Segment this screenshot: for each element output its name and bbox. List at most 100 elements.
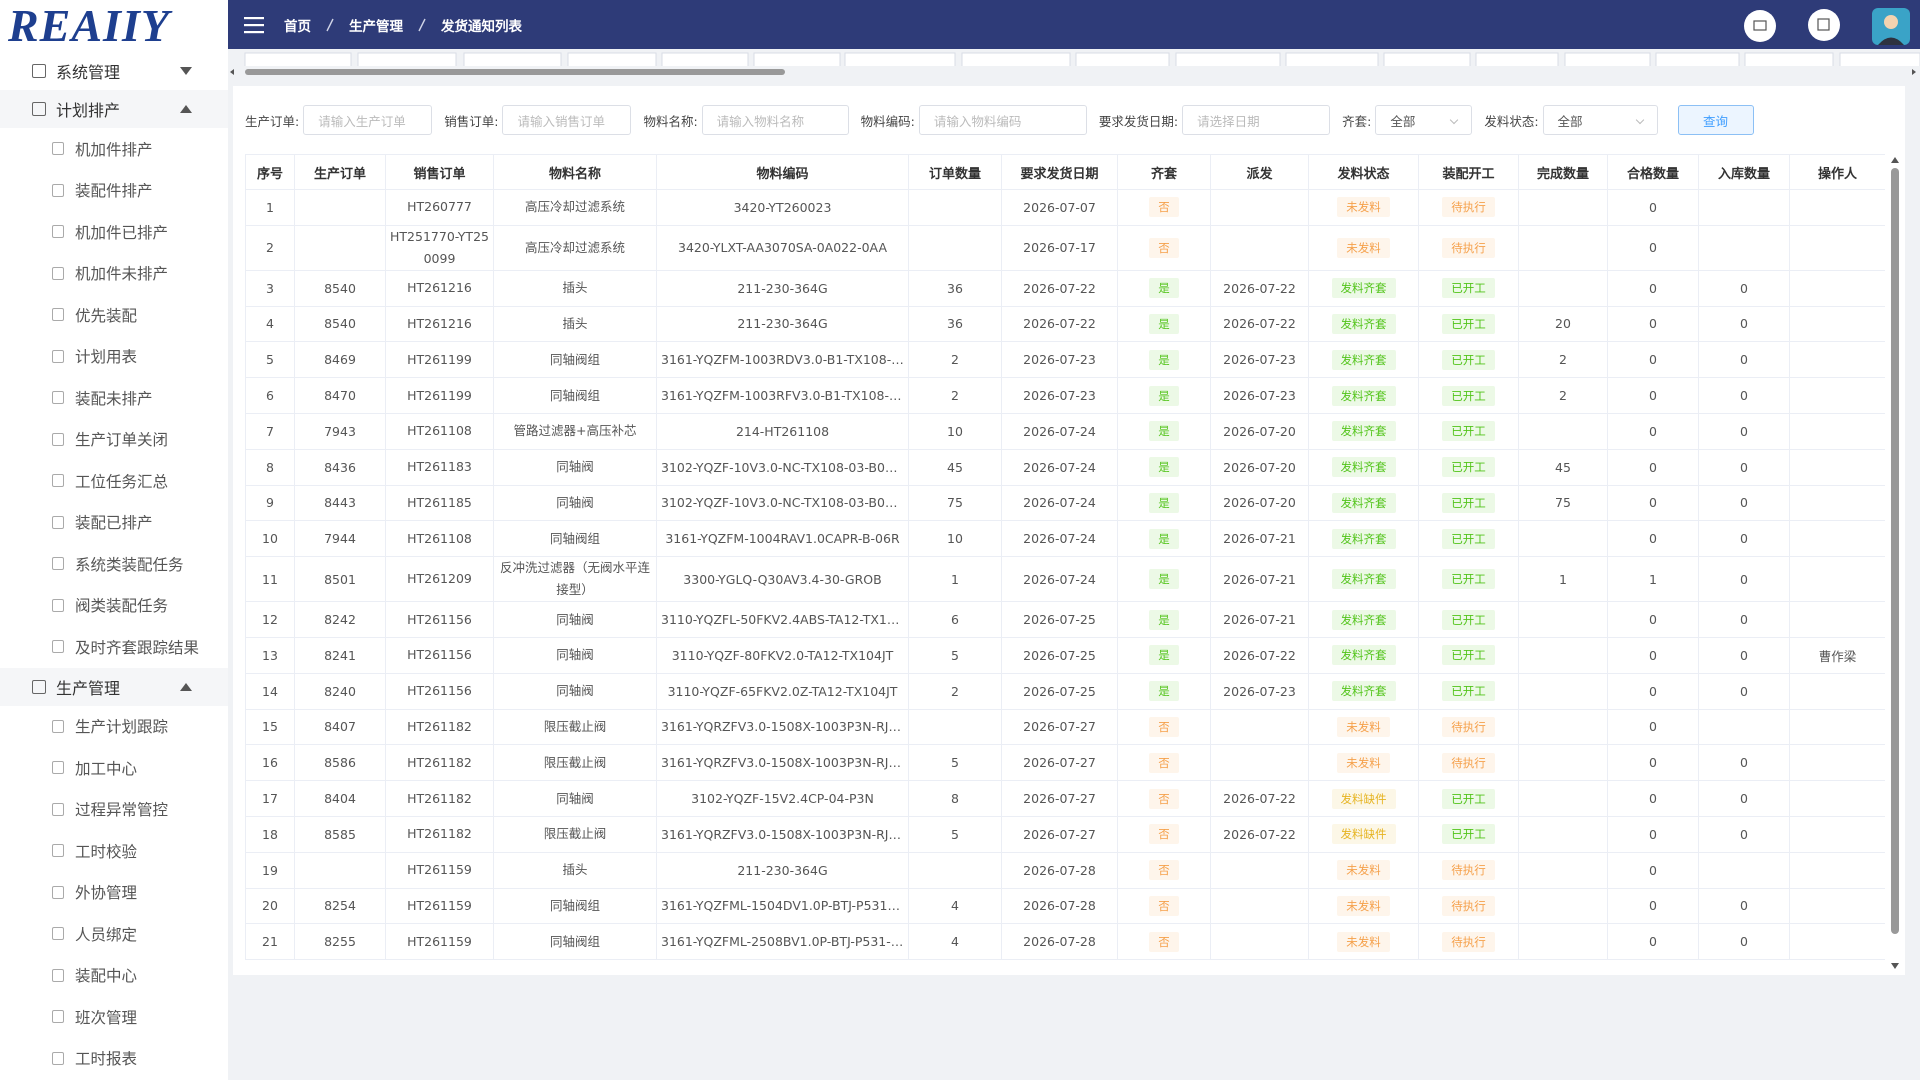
menu-item[interactable]: 系统类装配任务 (0, 543, 228, 585)
menu-item[interactable]: 优先装配 (0, 294, 228, 336)
table-cell: 7943 (294, 412, 386, 450)
status-tag: 未发料 (1337, 895, 1390, 916)
table-row[interactable]: 4 8540 HT261216 插头 211-230-364G 36 2026-07-22 是… (245, 305, 1885, 343)
menu-item[interactable]: 计划用表 (0, 336, 228, 378)
menu-item-label: 计划用表 (75, 348, 138, 367)
table-cell: HT261182 (385, 708, 494, 746)
breadcrumb-item[interactable]: 首页 (284, 18, 311, 35)
menu-item[interactable]: 阀类装配任务 (0, 585, 228, 627)
table-row[interactable]: 18 8585 HT261182 限压截止阀 3161-YQRZFV3.0-1508X-… (245, 815, 1885, 853)
status-cell: 发料缺件 (1308, 815, 1419, 853)
menu-item[interactable]: 机加件未排产 (0, 253, 228, 295)
message-button[interactable] (1744, 10, 1776, 42)
filter-input[interactable]: 请输入物料编码 (918, 105, 1087, 135)
status-cell: 是 (1117, 601, 1211, 638)
menu-item[interactable]: 加工中心 (0, 747, 228, 789)
menu-item[interactable]: 机加件排产 (0, 128, 228, 170)
menu-item[interactable]: 及时齐套跟踪结果 (0, 626, 228, 668)
menu-item[interactable]: 装配中心 (0, 955, 228, 997)
table-cell: HT261216 (385, 269, 494, 307)
status-tag: 发料齐套 (1331, 313, 1396, 334)
search-button-label: 查询 (1703, 113, 1729, 129)
table-row[interactable]: 6 8470 HT261199 同轴阀组 3161-YQZFM-1003RFV3.0-B… (245, 377, 1885, 414)
table-row[interactable]: 21 8255 HT261159 同轴阀组 3161-YQZFML-2508BV1.0P… (245, 923, 1885, 961)
table-row[interactable]: 1 HT260777 高压冷却过滤系统 3420-YT260023 2026-07-07… (245, 189, 1885, 226)
breadcrumb-separator (326, 18, 334, 31)
filter-input[interactable]: 请输入生产订单 (303, 105, 433, 135)
table-cell: 0 (1607, 780, 1699, 817)
table-row[interactable]: 14 8240 HT261156 同轴阀 3110-YQZF-65FKV2.0Z-TA1… (245, 672, 1885, 710)
menu-item[interactable]: 工时校验 (0, 830, 228, 872)
filter-input[interactable]: 请选择日期 (1182, 105, 1331, 135)
menu-item[interactable]: 过程异常管控 (0, 789, 228, 831)
table-row[interactable]: 3 8540 HT261216 插头 211-230-364G 36 2026-07-22 是… (245, 269, 1885, 307)
menu-item[interactable]: 工位任务汇总 (0, 460, 228, 502)
menu-item[interactable]: 装配件排产 (0, 170, 228, 212)
tab-scroll-thumb[interactable] (245, 69, 785, 75)
breadcrumb-item[interactable]: 生产管理 (349, 18, 403, 35)
table-cell: 0 (1698, 412, 1790, 450)
status-cell: 待执行 (1418, 744, 1519, 782)
table-row[interactable]: 7 7943 HT261108 管路过滤器+高压补芯 214-HT261108 10 202… (245, 412, 1885, 450)
menu-group[interactable]: 生产管理 (0, 667, 228, 706)
table-row[interactable]: 12 8242 HT261156 同轴阀 3110-YQZFL-50FKV2.4ABS-… (245, 601, 1885, 638)
table-cell: 0 (1607, 305, 1699, 343)
menu-group[interactable]: 系统管理 (0, 52, 228, 90)
table-cell: 36 (908, 269, 1002, 307)
menu-item[interactable]: 生产计划跟踪 (0, 706, 228, 748)
status-cell: 发料齐套 (1308, 305, 1419, 343)
table-cell: HT261182 (385, 780, 494, 817)
edit-button[interactable] (1808, 9, 1840, 41)
table-row[interactable]: 19 HT261159 插头 211-230-364G 2026-07-28 否 未发料 待执… (245, 851, 1885, 889)
table-row[interactable]: 5 8469 HT261199 同轴阀组 3161-YQZFM-1003RDV3.0-B… (245, 341, 1885, 379)
menu-group[interactable]: 计划排产 (0, 90, 228, 128)
table-row[interactable]: 9 8443 HT261185 同轴阀 3102-YQZF-10V3.0-NC-TX10… (245, 484, 1885, 522)
table-cell: 插头 (493, 851, 657, 889)
table-cell: 0 (1698, 341, 1790, 379)
table-row[interactable]: 17 8404 HT261182 同轴阀 3102-YQZF-15V2.4CP-04-P… (245, 780, 1885, 817)
menu-item[interactable]: 工时报表 (0, 1038, 228, 1080)
menu-item-label: 装配件排产 (75, 182, 153, 201)
menu-item[interactable]: 机加件已排产 (0, 211, 228, 253)
table-row[interactable]: 2 HT251770-YT250099 高压冷却过滤系统 3420-YLXT-AA30… (245, 224, 1885, 271)
breadcrumb-item: 发货通知列表 (441, 18, 522, 35)
filter-input[interactable]: 请输入销售订单 (502, 105, 632, 135)
table-row[interactable]: 13 8241 HT261156 同轴阀 3110-YQZF-80FKV2.0-TA12… (245, 636, 1885, 674)
table-cell: 0 (1607, 601, 1699, 638)
menu-item[interactable]: 生产订单关闭 (0, 419, 228, 461)
status-tag: 是 (1149, 528, 1179, 549)
table-row[interactable]: 16 8586 HT261182 限压截止阀 3161-YQRZFV3.0-1508X-… (245, 744, 1885, 782)
column-header: 合格数量 (1607, 154, 1699, 190)
menu-item[interactable]: 装配已排产 (0, 502, 228, 544)
table-row[interactable]: 15 8407 HT261182 限压截止阀 3161-YQRZFV3.0-1508X-… (245, 708, 1885, 746)
empty-cell (1518, 744, 1608, 782)
search-button[interactable]: 查询 (1677, 105, 1754, 135)
empty-cell (1518, 887, 1608, 925)
filter-select[interactable]: 全部 (1375, 105, 1473, 135)
status-cell: 否 (1117, 780, 1211, 817)
table-row[interactable]: 10 7944 HT261108 同轴阀组 3161-YQZFM-1004RAV1.0C… (245, 520, 1885, 558)
table-row[interactable]: 20 8254 HT261159 同轴阀组 3161-YQZFML-1504DV1.0P… (245, 887, 1885, 925)
filter-input[interactable]: 请输入物料名称 (701, 105, 849, 135)
table-cell: 高压冷却过滤系统 (493, 189, 657, 226)
menu-item-label: 人员绑定 (75, 925, 138, 944)
filter-label: 销售订单: (444, 113, 499, 129)
menu-toggle[interactable] (244, 16, 266, 34)
menu-item[interactable]: 装配未排产 (0, 377, 228, 419)
table-row[interactable]: 11 8501 HT261209 反冲洗过滤器（无阀水平连接型） 3300-YGLQ-Q… (245, 556, 1885, 603)
table-cell: HT261156 (385, 601, 494, 638)
table-cell: 0 (1607, 484, 1699, 522)
status-tag: 否 (1149, 237, 1179, 258)
empty-cell (1789, 780, 1885, 817)
empty-cell (1210, 923, 1309, 961)
table-cell: HT260777 (385, 189, 494, 226)
status-cell: 未发料 (1308, 923, 1419, 961)
menu-item[interactable]: 班次管理 (0, 996, 228, 1038)
vertical-scrollbar[interactable] (1889, 154, 1901, 972)
menu-item[interactable]: 外协管理 (0, 872, 228, 914)
filter-select[interactable]: 全部 (1542, 105, 1658, 135)
table-cell: 7944 (294, 520, 386, 558)
menu-item[interactable]: 人员绑定 (0, 913, 228, 955)
table-cell: HT261159 (385, 887, 494, 925)
table-row[interactable]: 8 8436 HT261183 同轴阀 3102-YQZF-10V3.0-NC-TX10… (245, 448, 1885, 486)
